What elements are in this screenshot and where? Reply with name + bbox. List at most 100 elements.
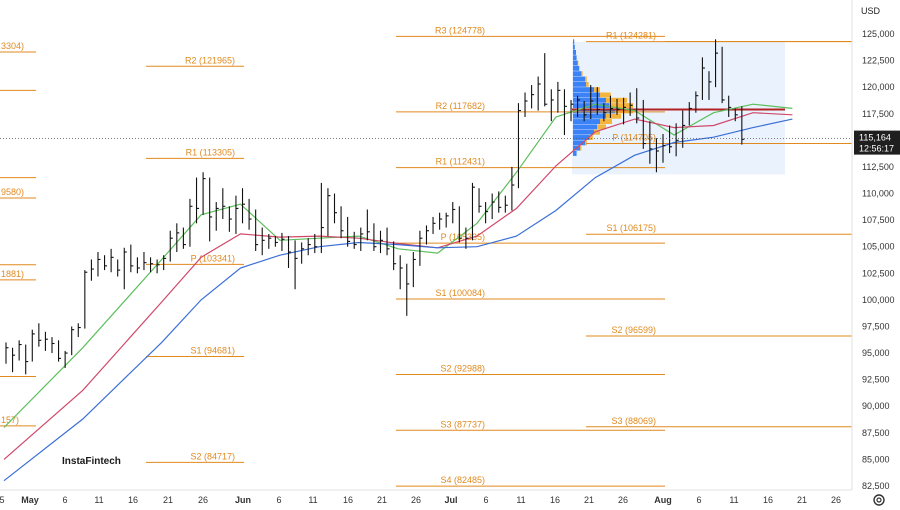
profile-bar-blue xyxy=(573,97,606,103)
current-price-countdown: 12:56:17 xyxy=(859,144,894,154)
ohlc-bar xyxy=(307,238,311,256)
profile-bar-blue xyxy=(573,65,579,71)
profile-bar-orange xyxy=(581,71,583,77)
time-axis-panel[interactable] xyxy=(0,490,900,510)
ohlc-bar xyxy=(590,85,594,120)
date-tick: 6 xyxy=(483,495,488,505)
date-tick: 21 xyxy=(377,495,387,505)
profile-bar-orange xyxy=(586,81,589,87)
time-axis-ticks: 5 May 6 11 16 21 26 Jun 6 11 16 21 26 Jul 6 11 16 21 26 Aug… xyxy=(0,495,841,505)
pivot-label: 9580) xyxy=(1,187,24,197)
watermark: InstaFintech xyxy=(62,456,121,467)
price-tick: 125,000 xyxy=(862,29,895,39)
ohlc-bar xyxy=(688,102,692,126)
ohlc-bar xyxy=(110,248,114,273)
ohlc-bar xyxy=(64,350,68,368)
ohlc-bar xyxy=(261,227,265,256)
ohlc-bar xyxy=(347,216,351,247)
ohlc-bar xyxy=(58,340,62,362)
date-tick: 11 xyxy=(94,495,103,505)
ohlc-bar xyxy=(596,87,600,115)
ohlc-bar xyxy=(498,191,502,213)
pivot-label: S2 (84717) xyxy=(190,451,235,461)
date-tick: 6 xyxy=(62,495,67,505)
profile-bar-orange xyxy=(577,60,579,66)
pivot-label: S3 (88069) xyxy=(611,416,656,426)
price-axis-panel[interactable] xyxy=(852,0,900,510)
date-tick: 26 xyxy=(618,495,628,505)
ohlc-bar xyxy=(77,323,81,338)
ohlc-bar xyxy=(360,227,364,251)
date-tick: May xyxy=(21,495,39,505)
pivot-label: 1881) xyxy=(1,269,24,279)
ohlc-bar xyxy=(235,195,239,234)
ma-slow-line xyxy=(3,118,793,482)
date-tick: 16 xyxy=(763,495,773,505)
profile-box xyxy=(572,42,785,175)
pivot-label: S2 (96599) xyxy=(611,325,656,335)
current-price-value: 115,164 xyxy=(859,133,891,143)
ohlc-bar xyxy=(399,255,403,290)
date-tick: 11 xyxy=(516,495,525,505)
price-tick: 122,500 xyxy=(862,56,895,66)
date-tick: 26 xyxy=(198,495,208,505)
ohlc-bar xyxy=(504,195,508,213)
ohlc-bar xyxy=(531,85,535,109)
ohlc-bar xyxy=(636,88,640,124)
ohlc-bar xyxy=(616,98,620,115)
ohlc-bar xyxy=(570,99,574,122)
ohlc-bar xyxy=(182,227,186,249)
ohlc-bar xyxy=(353,231,357,249)
ohlc-bar xyxy=(682,110,686,148)
ohlc-bar xyxy=(51,337,55,354)
profile-bar-orange xyxy=(585,76,587,82)
ohlc-bar xyxy=(149,257,154,273)
profile-bar-blue xyxy=(573,108,615,114)
pivot-label: R3 (124778) xyxy=(435,25,485,35)
price-tick: 85,000 xyxy=(862,454,890,464)
profile-bar-blue xyxy=(573,71,582,77)
ohlc-bar xyxy=(228,206,232,232)
ohlc-bar xyxy=(445,212,449,228)
ohlc-bar xyxy=(485,202,489,224)
pivot-label: R1 (124281) xyxy=(606,31,656,41)
ohlc-bar xyxy=(156,259,160,274)
profile-bar-blue xyxy=(573,140,585,146)
profile-bar-blue xyxy=(573,81,587,87)
ohlc-bar xyxy=(393,241,397,271)
date-tick: 21 xyxy=(797,495,807,505)
ohlc-bar xyxy=(432,216,436,234)
pivot-label: S1 (106175) xyxy=(606,223,656,233)
pivot-label: P (103341) xyxy=(191,253,235,263)
ohlc-bar xyxy=(71,326,75,356)
ohlc-bar xyxy=(583,101,587,122)
pivot-label: P (105335) xyxy=(441,232,485,242)
profile-bar-blue xyxy=(573,44,575,50)
date-tick: 11 xyxy=(729,495,738,505)
price-tick: 90,000 xyxy=(862,401,890,411)
ohlc-bar xyxy=(301,242,305,264)
ohlc-bar xyxy=(143,252,147,271)
gear-icon[interactable] xyxy=(873,494,885,506)
ohlc-bar xyxy=(623,97,627,125)
ohlc-bar xyxy=(130,244,134,273)
ohlc-bar xyxy=(38,323,42,347)
ohlc-bar xyxy=(320,182,324,254)
ohlc-bar xyxy=(511,166,515,211)
ohlc-bar xyxy=(406,263,410,316)
ohlc-bar xyxy=(123,247,127,290)
price-tick: 95,000 xyxy=(862,348,890,358)
price-tick: 117,500 xyxy=(862,109,894,119)
currency-label[interactable]: USD xyxy=(861,6,881,16)
ohlc-bar xyxy=(268,233,272,249)
ohlc-bar xyxy=(169,230,173,262)
ohlc-bar xyxy=(25,344,29,375)
profile-bar-blue xyxy=(573,119,600,124)
price-tick: 100,000 xyxy=(862,295,895,305)
date-tick: 26 xyxy=(411,495,421,505)
ohlc-bar xyxy=(189,198,193,247)
ohlc-bar xyxy=(195,177,200,224)
date-tick: 21 xyxy=(584,495,594,505)
pivot-label: S3 (87737) xyxy=(440,419,485,429)
